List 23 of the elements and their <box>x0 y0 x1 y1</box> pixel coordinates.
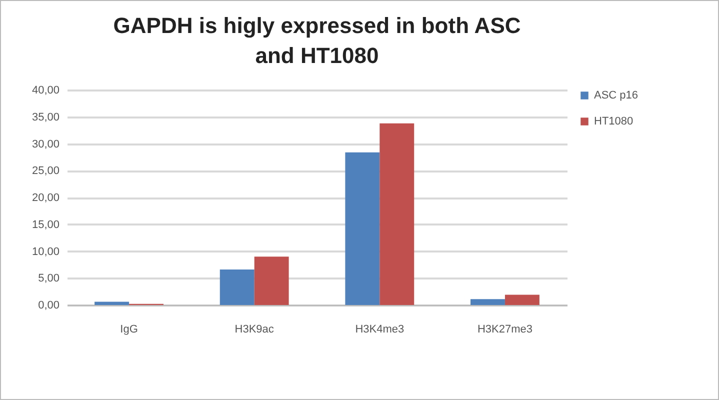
bar <box>345 152 380 305</box>
bar <box>504 294 540 305</box>
y-tick-label: 0,00 <box>38 300 60 312</box>
chart-title: GAPDH is higly expressed in both ASC and HT1080 <box>113 13 521 68</box>
y-tick-label: 5,00 <box>38 272 60 285</box>
bar <box>94 302 130 305</box>
y-tick-label: 40,00 <box>32 84 60 96</box>
legend-label: HT1080 <box>594 116 634 128</box>
x-tick-label: H3K9ac <box>234 324 274 336</box>
y-tick-label: 20,00 <box>32 192 60 204</box>
y-tick-label: 25,00 <box>32 165 60 178</box>
x-tick-label: H3K4me3 <box>355 324 404 336</box>
y-tick-label: 35,00 <box>32 111 60 124</box>
y-tick-label: 15,00 <box>32 218 60 231</box>
bar <box>254 256 289 305</box>
bar <box>380 123 414 305</box>
y-tick-label: 10,00 <box>32 246 60 258</box>
x-tick-label: H3K27me3 <box>477 324 532 336</box>
y-tick-label: 30,00 <box>32 138 60 150</box>
bar <box>220 270 254 305</box>
legend-label: ASC p16 <box>594 90 638 102</box>
x-tick-label: IgG <box>120 324 138 336</box>
bar <box>470 299 505 305</box>
